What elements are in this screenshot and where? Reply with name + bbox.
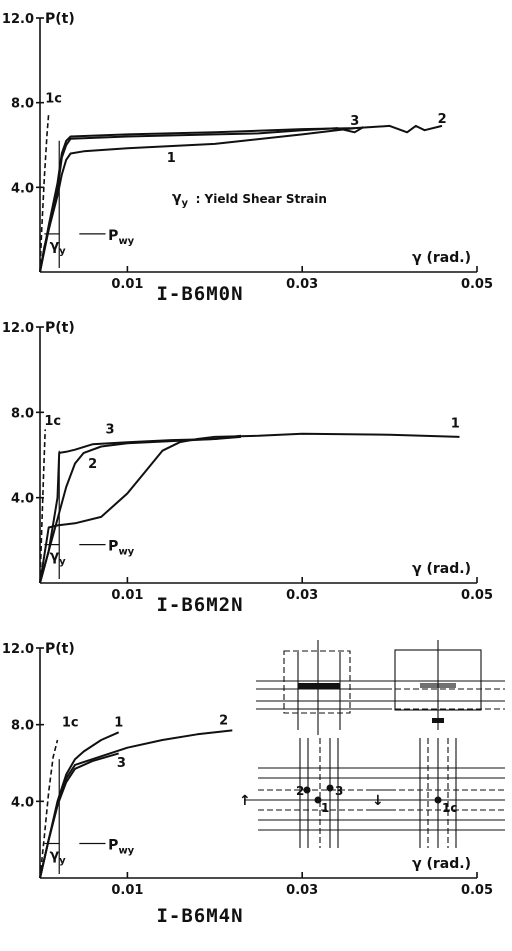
inset-plate-3 [432, 718, 444, 723]
x-tick-label: 0.05 [461, 588, 493, 603]
yield-strain-label: γy [50, 238, 67, 257]
inset-plate-2 [420, 683, 456, 688]
chart-panel-1: 4.0 8.0 12.0 P(t) 0.01 0.03 0.05 γ (rad.) 1 2 3 1c γ… [2, 11, 493, 305]
series-label-2: 2 [219, 714, 228, 729]
x-tick-label: 0.01 [111, 883, 143, 898]
gauge-1c-label: 1c [442, 801, 457, 815]
x-tick-label: 0.03 [286, 883, 318, 898]
x-axis-label: γ (rad.) [412, 250, 471, 266]
y-tick-label: 12.0 [2, 12, 34, 27]
series-line-3 [39, 434, 242, 584]
gauge-1-dot [314, 796, 322, 804]
x-axis-label: γ (rad.) [412, 561, 471, 577]
x-axis-label: γ (rad.) [412, 856, 471, 872]
series-label-3: 3 [350, 114, 359, 129]
yield-strain-label: γy [50, 549, 67, 568]
yield-strain-label: γy [50, 848, 67, 867]
y-tick-label: 12.0 [2, 321, 34, 336]
series-label-1c: 1c [62, 716, 79, 731]
chart-panel-2: 4.0 8.0 12.0 P(t) 0.01 0.03 0.05 γ (rad.) 1 2 3 1c γ… [2, 320, 493, 616]
series-line-3 [39, 752, 119, 879]
gauge-1-label: 1 [321, 801, 329, 815]
series-label-2: 2 [438, 112, 447, 127]
series-label-2: 2 [88, 457, 97, 472]
series-label-3: 3 [117, 756, 126, 771]
gauge-3-dot [326, 784, 334, 792]
x-tick-label: 0.01 [111, 588, 143, 603]
inset-box-dashed [283, 650, 351, 714]
chart-title: I-B6M4N [156, 905, 243, 927]
series-line-2 [39, 729, 233, 879]
series-line-1 [39, 432, 460, 584]
series-label-3: 3 [106, 423, 115, 438]
chart-title: I-B6M2N [156, 594, 243, 616]
inset-plate [298, 683, 340, 689]
series-line-1c [39, 739, 59, 879]
y-tick-label: 8.0 [11, 719, 34, 734]
y-tick-label: 8.0 [11, 97, 34, 112]
y-tick-label: 12.0 [2, 642, 34, 657]
y-axis-label: P(t) [45, 641, 75, 657]
series-line-1c [39, 113, 50, 273]
gauge-2-label: 2 [296, 784, 304, 798]
x-tick-label: 0.05 [461, 883, 493, 898]
gauge-2-dot [303, 786, 311, 794]
x-tick-label: 0.05 [461, 277, 493, 292]
series-label-1c: 1c [45, 92, 62, 107]
annotation-text: : Yield Shear Strain [196, 192, 327, 206]
pwy-label: Pwy [108, 228, 135, 247]
load-arrow-left: ↑ [239, 793, 251, 809]
series-label-1: 1 [451, 416, 460, 431]
pwy-label: Pwy [108, 838, 135, 857]
x-tick-label: 0.01 [111, 277, 143, 292]
series-label-1c: 1c [44, 414, 61, 429]
y-tick-label: 4.0 [11, 492, 34, 507]
y-tick-label: 4.0 [11, 795, 34, 810]
gauge-3-label: 3 [335, 784, 343, 798]
gauge-1c-dot [434, 796, 442, 804]
series-line-3 [39, 126, 364, 273]
pwy-label: Pwy [108, 539, 135, 558]
series-line-2 [39, 435, 242, 584]
x-tick-label: 0.03 [286, 277, 318, 292]
chart-panel-3: 4.0 8.0 12.0 P(t) 0.01 0.03 0.05 γ (rad.) 1 2 3 1c γ… [2, 641, 493, 927]
x-tick-label: 0.03 [286, 588, 318, 603]
y-tick-label: 4.0 [11, 181, 34, 196]
series-label-1: 1 [167, 151, 176, 166]
series-line-1c [39, 429, 46, 584]
y-tick-label: 8.0 [11, 406, 34, 421]
inset-schematic: 2 13 ↑ ↓ 1c [239, 640, 505, 848]
chart-title: I-B6M0N [156, 283, 243, 305]
series-label-1: 1 [114, 716, 123, 731]
annotation-symbol: γy [172, 190, 189, 209]
y-axis-label: P(t) [45, 11, 75, 27]
load-arrow-right: ↓ [372, 793, 384, 809]
y-axis-label: P(t) [45, 320, 75, 336]
